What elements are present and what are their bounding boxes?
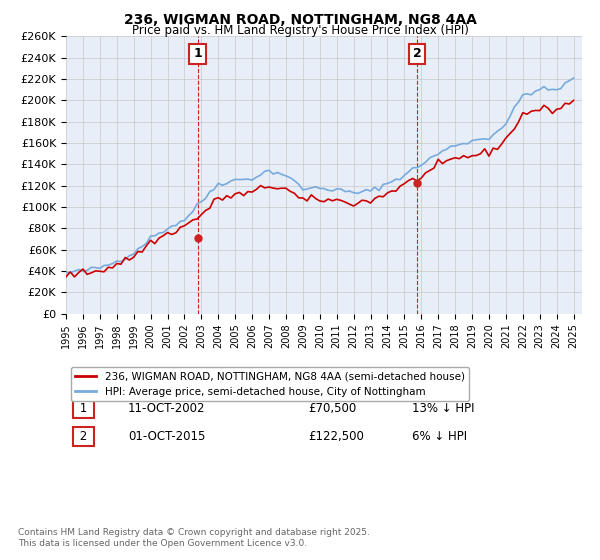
Text: 01-OCT-2015: 01-OCT-2015: [128, 430, 205, 443]
Text: 1: 1: [193, 48, 202, 60]
Text: 6% ↓ HPI: 6% ↓ HPI: [412, 430, 467, 443]
Text: £122,500: £122,500: [308, 430, 364, 443]
Text: Contains HM Land Registry data © Crown copyright and database right 2025.
This d: Contains HM Land Registry data © Crown c…: [18, 528, 370, 548]
Text: £70,500: £70,500: [308, 402, 357, 416]
Text: Price paid vs. HM Land Registry's House Price Index (HPI): Price paid vs. HM Land Registry's House …: [131, 24, 469, 37]
Text: 2: 2: [76, 430, 91, 443]
Text: 236, WIGMAN ROAD, NOTTINGHAM, NG8 4AA: 236, WIGMAN ROAD, NOTTINGHAM, NG8 4AA: [124, 13, 476, 27]
Text: 1: 1: [76, 402, 91, 416]
Legend: 236, WIGMAN ROAD, NOTTINGHAM, NG8 4AA (semi-detached house), HPI: Average price,: 236, WIGMAN ROAD, NOTTINGHAM, NG8 4AA (s…: [71, 367, 469, 401]
Text: 11-OCT-2002: 11-OCT-2002: [128, 402, 205, 416]
Text: 2: 2: [413, 48, 421, 60]
Text: 13% ↓ HPI: 13% ↓ HPI: [412, 402, 474, 416]
